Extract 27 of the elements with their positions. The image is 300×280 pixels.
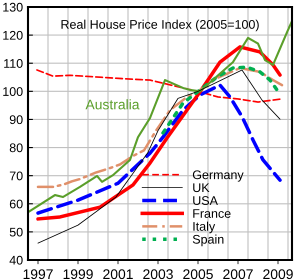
y-tick-label: 80 (10, 143, 23, 152)
legend-label: Italy (193, 222, 216, 234)
y-tick-label: 40 (10, 256, 23, 265)
x-tick-label: 2003 (143, 269, 173, 280)
x-tick-label: 2005 (183, 269, 213, 280)
legend-label: Germany (192, 170, 244, 182)
y-tick-label: 110 (4, 59, 23, 68)
legend-label: USA (193, 196, 218, 206)
y-tick-label: 130 (3, 2, 23, 12)
legend-label: France (193, 209, 231, 218)
series-label: Australia (85, 99, 140, 110)
y-tick-label: 100 (3, 87, 23, 96)
line-series (36, 45, 282, 221)
y-tick-label: 70 (10, 171, 23, 180)
x-tick-label: 1999 (64, 269, 93, 280)
legend-label: Spain (192, 234, 224, 246)
x-tick-label: 1997 (24, 269, 53, 280)
legend-label: UK (193, 183, 210, 192)
line-series (161, 65, 279, 135)
x-tick-label: 2001 (103, 269, 133, 280)
x-tick-label: 2009 (263, 269, 293, 280)
y-tick-label: 60 (10, 200, 23, 208)
y-tick-label: 120 (3, 30, 23, 40)
y-tick-label: 90 (10, 115, 23, 124)
x-tick-label: 2007 (223, 269, 253, 280)
y-tick-label: 50 (10, 228, 23, 237)
text: Real House Price Index (2005=100) (61, 20, 259, 32)
